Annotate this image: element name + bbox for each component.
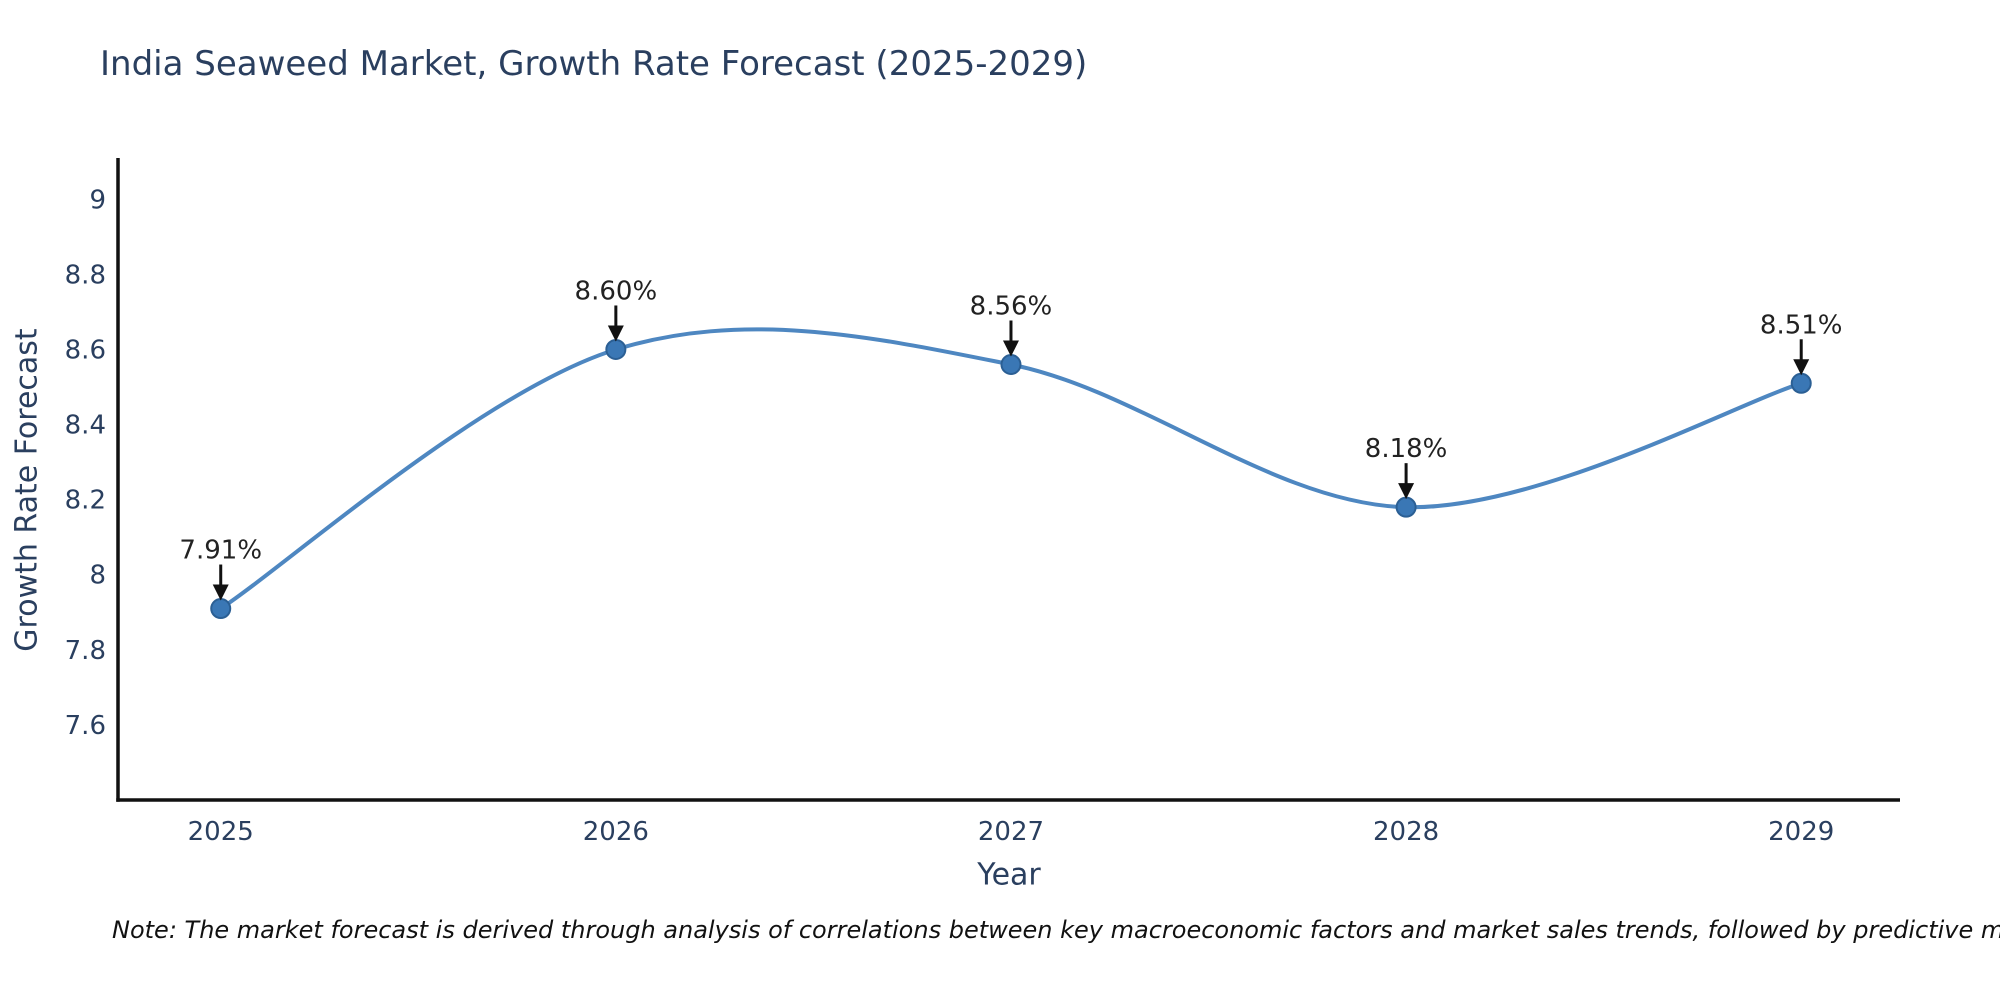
data-point-label: 8.51%: [1760, 310, 1843, 340]
annotation-arrow-head: [1793, 359, 1810, 376]
data-point-label: 8.18%: [1365, 434, 1448, 464]
y-tick-label: 9: [89, 185, 106, 215]
data-point-label: 8.60%: [575, 276, 658, 306]
x-tick-label: 2029: [1768, 817, 1834, 847]
x-tick-label: 2027: [978, 817, 1044, 847]
y-tick-label: 7.8: [65, 636, 106, 666]
y-tick-label: 7.6: [65, 711, 106, 741]
y-tick-label: 8.6: [65, 335, 106, 365]
data-point-label: 8.56%: [970, 291, 1053, 321]
y-axis-title: Growth Rate Forecast: [9, 328, 45, 652]
y-tick-label: 8.2: [65, 486, 106, 516]
x-tick-label: 2028: [1373, 817, 1439, 847]
chart-title: India Seaweed Market, Growth Rate Foreca…: [100, 44, 1088, 84]
data-point-marker: [605, 338, 627, 360]
y-tick-label: 8.8: [65, 260, 106, 290]
data-point-marker: [1000, 353, 1022, 375]
x-tick-label: 2026: [583, 817, 649, 847]
data-point-marker: [1395, 496, 1417, 518]
annotation-arrow-head: [607, 325, 624, 342]
data-point-label: 7.91%: [179, 536, 262, 566]
annotation-arrow-head: [1398, 483, 1415, 500]
annotation-arrow-head: [1002, 340, 1019, 357]
data-point-marker: [1790, 372, 1812, 394]
x-tick-label: 2025: [188, 817, 254, 847]
y-tick-label: 8: [89, 561, 106, 591]
footnote: Note: The market forecast is derived thr…: [112, 916, 2000, 944]
x-axis-title: Year: [977, 857, 1041, 893]
annotation-arrow-head: [212, 584, 229, 601]
y-tick-label: 8.4: [65, 411, 106, 441]
data-point-marker: [210, 598, 232, 620]
